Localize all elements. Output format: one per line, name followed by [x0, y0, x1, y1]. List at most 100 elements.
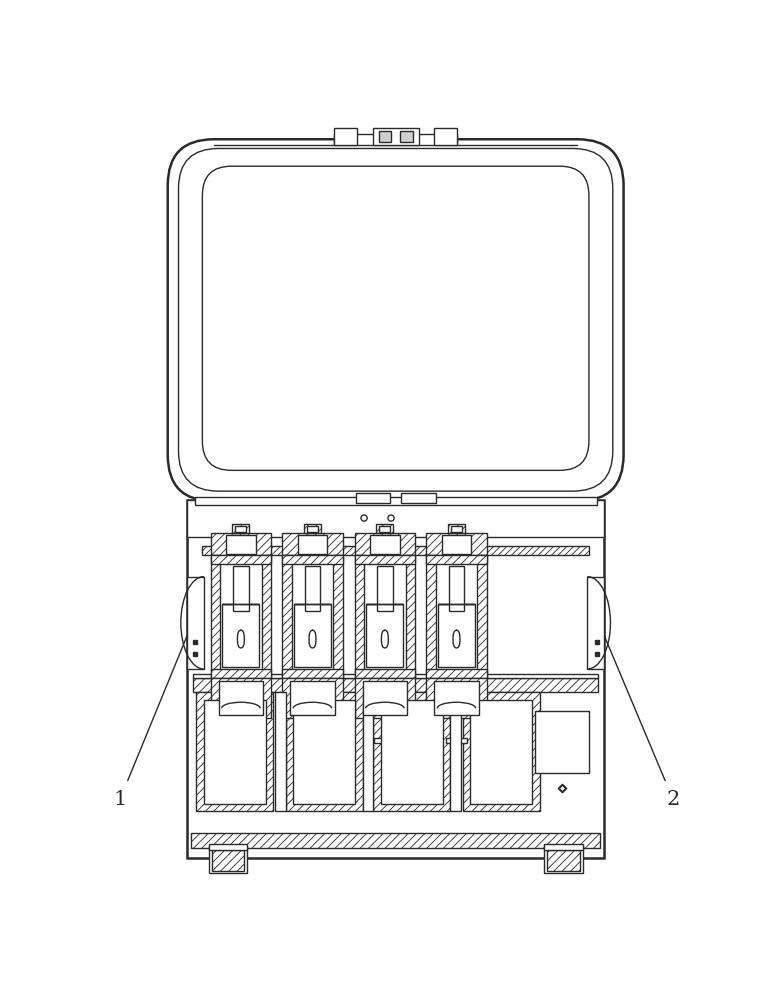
Bar — [371, 535, 399, 554]
Bar — [334, 555, 343, 678]
FancyBboxPatch shape — [168, 139, 624, 501]
Bar — [307, 526, 318, 532]
Bar — [401, 493, 435, 503]
Bar — [381, 700, 442, 804]
Bar — [379, 131, 391, 142]
Bar — [293, 700, 355, 804]
Bar — [275, 692, 286, 811]
Bar — [235, 526, 246, 532]
Bar — [426, 678, 486, 718]
Bar — [373, 128, 418, 145]
Bar — [374, 692, 450, 811]
Bar — [202, 546, 589, 555]
Bar — [587, 577, 604, 669]
Text: 2: 2 — [666, 790, 679, 809]
Circle shape — [361, 515, 367, 521]
Bar — [374, 738, 396, 743]
Bar — [442, 535, 471, 554]
Polygon shape — [453, 630, 460, 648]
Bar — [212, 850, 244, 871]
FancyBboxPatch shape — [178, 148, 613, 491]
Bar — [191, 833, 601, 848]
Bar — [283, 555, 292, 678]
Bar — [211, 678, 271, 718]
Bar — [363, 681, 407, 715]
Circle shape — [388, 515, 394, 521]
Bar — [230, 738, 252, 743]
Bar — [426, 533, 486, 555]
Bar — [334, 128, 357, 145]
Bar — [426, 555, 486, 564]
Bar — [434, 681, 479, 715]
Bar — [208, 844, 247, 850]
Bar — [283, 533, 343, 555]
Bar — [448, 524, 465, 533]
Bar — [310, 718, 316, 740]
Bar — [434, 128, 457, 145]
Bar — [302, 738, 323, 743]
Bar — [400, 131, 412, 142]
Bar — [208, 846, 247, 873]
Bar — [378, 566, 393, 611]
Bar — [445, 738, 467, 743]
Bar — [544, 844, 583, 850]
Bar — [544, 846, 583, 873]
Bar — [283, 555, 343, 564]
Bar — [355, 555, 415, 564]
Bar — [355, 533, 415, 555]
Polygon shape — [238, 630, 245, 648]
Bar — [262, 555, 271, 678]
Bar — [453, 718, 459, 740]
Bar — [193, 678, 598, 692]
Bar — [535, 711, 589, 773]
Bar — [462, 692, 540, 811]
Polygon shape — [381, 630, 388, 648]
Bar — [211, 555, 271, 564]
Bar — [477, 555, 486, 678]
Bar — [470, 700, 532, 804]
Bar — [382, 718, 388, 740]
Bar — [283, 678, 343, 718]
Bar — [187, 577, 204, 669]
Bar — [367, 604, 403, 667]
Bar — [334, 134, 457, 145]
Bar — [363, 692, 374, 811]
Bar — [232, 524, 249, 533]
Bar — [187, 500, 604, 537]
Bar — [211, 533, 271, 555]
Bar — [283, 669, 343, 678]
Bar — [233, 566, 249, 611]
Bar — [355, 678, 415, 718]
Bar — [187, 500, 604, 858]
FancyBboxPatch shape — [202, 166, 589, 470]
Bar — [377, 524, 394, 533]
Bar — [451, 526, 462, 532]
Bar — [193, 674, 598, 678]
Bar — [226, 535, 256, 554]
Text: 1: 1 — [113, 790, 127, 809]
Bar — [222, 604, 259, 667]
Bar — [438, 604, 475, 667]
Bar — [355, 555, 364, 678]
Bar — [286, 692, 363, 811]
Bar — [218, 681, 263, 715]
Bar — [195, 497, 597, 505]
Bar — [355, 669, 415, 678]
Bar — [298, 535, 327, 554]
Bar — [290, 681, 335, 715]
Bar — [211, 555, 220, 678]
Bar — [356, 493, 391, 503]
Bar — [238, 718, 244, 740]
Bar — [450, 692, 461, 811]
Bar — [204, 700, 266, 804]
Bar — [547, 850, 580, 871]
Polygon shape — [309, 630, 316, 648]
Bar — [294, 604, 331, 667]
Bar — [196, 692, 273, 811]
Bar — [304, 524, 321, 533]
Bar — [380, 526, 391, 532]
Bar — [211, 669, 271, 678]
Bar — [426, 555, 435, 678]
Bar — [405, 555, 415, 678]
Bar — [449, 566, 464, 611]
